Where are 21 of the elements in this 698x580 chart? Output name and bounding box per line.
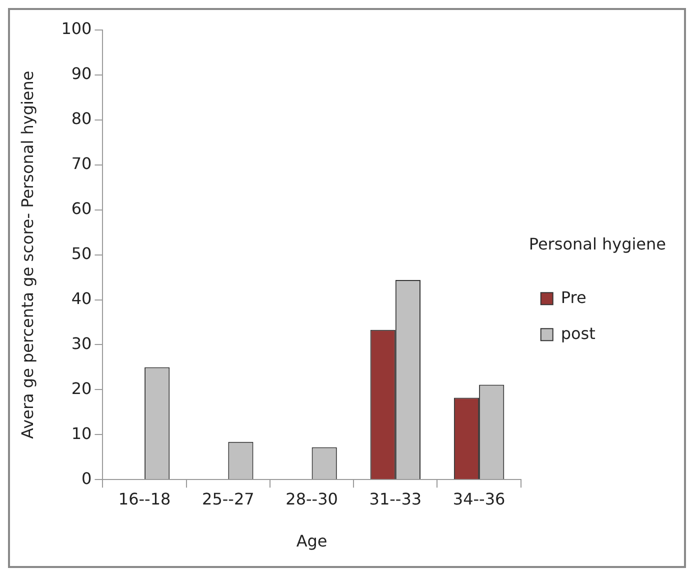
legend-label: post xyxy=(560,324,596,343)
x-tick-label: 34--36 xyxy=(452,489,506,508)
y-tick-label: 0 xyxy=(82,468,92,488)
y-tick-label: 20 xyxy=(71,378,92,398)
legend-title: Personal hygiene xyxy=(528,234,666,254)
y-axis-title: Avera ge percenta ge score- Personal hygiene xyxy=(18,70,37,439)
x-tick-label: 16--18 xyxy=(118,489,171,508)
x-axis-title: Age xyxy=(296,532,328,551)
y-tick-label: 50 xyxy=(71,244,92,263)
y-tick-label: 90 xyxy=(71,64,92,84)
x-tick-label: 28--30 xyxy=(286,489,338,508)
y-tick-label: 100 xyxy=(61,19,92,38)
legend-label: Pre xyxy=(560,288,586,307)
x-tick-label: 25--27 xyxy=(202,489,254,508)
y-tick-label: 30 xyxy=(71,334,92,353)
y-tick-label: 60 xyxy=(71,198,92,218)
y-tick-label: 40 xyxy=(71,288,92,308)
x-tick-label: 31--33 xyxy=(369,489,422,508)
y-tick-label: 70 xyxy=(71,154,92,174)
y-tick-label: 10 xyxy=(71,424,92,443)
y-tick-label: 80 xyxy=(71,109,92,128)
